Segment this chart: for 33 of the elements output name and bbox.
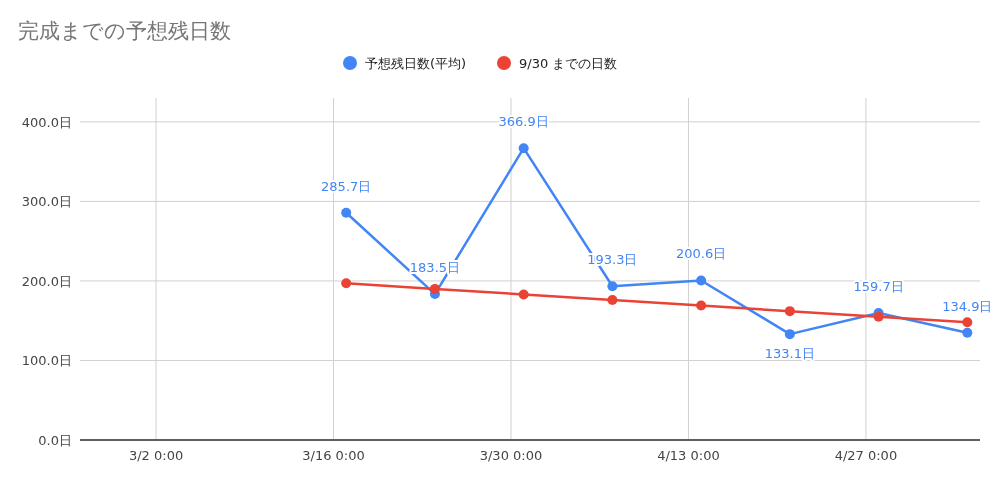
y-tick-label: 300.0日: [21, 194, 72, 210]
y-tick-label: 200.0日: [21, 273, 72, 289]
point: [518, 289, 529, 300]
point: [607, 281, 618, 292]
point: [341, 278, 352, 289]
x-tick-label: 3/2 0:00: [128, 448, 184, 463]
x-tick-label: 3/16 0:00: [302, 448, 365, 463]
point: [873, 311, 884, 322]
y-tick-label: 0.0日: [38, 433, 72, 448]
point: [696, 275, 707, 286]
point: [518, 143, 529, 154]
point: [784, 329, 795, 340]
y-tick-label: 400.0日: [21, 114, 72, 130]
x-tick-label: 4/27 0:00: [834, 448, 898, 463]
data-label: 159.7日: [853, 278, 904, 294]
point: [607, 295, 618, 306]
point: [962, 317, 973, 328]
point: [341, 207, 352, 218]
point: [696, 300, 707, 311]
legend-label: 9/30 までの日数: [519, 56, 618, 71]
x-tick-label: 3/30 0:00: [479, 448, 543, 463]
point: [784, 306, 795, 317]
point: [429, 283, 440, 294]
data-label: 366.9日: [498, 114, 549, 130]
chart-title: 完成までの予想残日数: [18, 19, 231, 43]
x-tick-label: 4/13 0:00: [657, 448, 720, 463]
y-tick-label: 100.0日: [21, 353, 72, 369]
data-label: 200.6日: [676, 246, 727, 262]
data-label: 133.1日: [764, 346, 815, 362]
point: [962, 327, 973, 338]
data-label: 285.7日: [321, 178, 372, 194]
data-label: 134.9日: [942, 298, 993, 314]
legend-label: 予想残日数(平均): [365, 56, 467, 71]
